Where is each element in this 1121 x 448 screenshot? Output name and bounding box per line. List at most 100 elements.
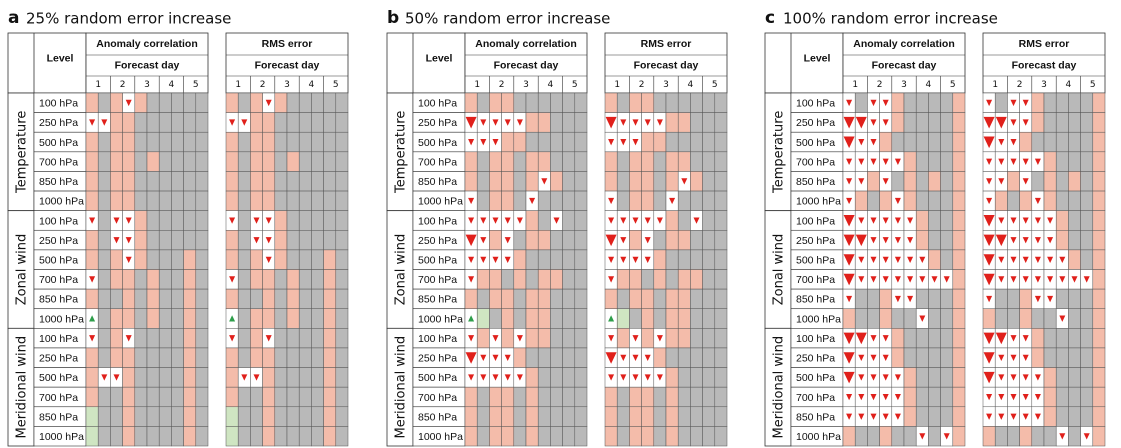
score-cell <box>1092 308 1106 329</box>
decrease-marker <box>1022 276 1029 283</box>
score-cell <box>298 406 312 427</box>
level-label: 100 hPa <box>796 215 835 227</box>
score-cell <box>702 92 716 113</box>
level-label: 850 hPa <box>418 294 457 306</box>
score-cell <box>1092 269 1106 290</box>
day-label: 3 <box>1041 80 1047 90</box>
score-cell <box>134 151 148 172</box>
score-cell <box>489 288 502 309</box>
score-cell <box>134 288 148 309</box>
score-cell <box>195 308 209 329</box>
score-cell <box>250 269 263 290</box>
score-cell <box>629 171 642 192</box>
score-cell <box>171 171 184 192</box>
score-cell <box>286 367 300 388</box>
level-label: 1000 hPa <box>796 313 841 325</box>
score-cell <box>1055 328 1069 349</box>
score-cell <box>1092 367 1106 388</box>
score-cell <box>323 92 337 113</box>
increase-marker <box>89 315 96 322</box>
score-cell <box>274 131 288 153</box>
score-cell <box>298 328 312 349</box>
score-cell <box>537 308 551 329</box>
score-cell <box>171 308 184 329</box>
score-cell <box>110 328 123 349</box>
decrease-marker <box>1022 413 1029 420</box>
score-cell <box>97 308 111 329</box>
score-cell <box>641 131 655 153</box>
score-cell <box>311 131 324 153</box>
score-cell <box>891 347 905 368</box>
score-cell <box>665 406 679 427</box>
score-cell <box>702 230 716 251</box>
score-cell <box>171 347 184 368</box>
score-cell <box>842 426 856 447</box>
score-cell <box>311 230 324 251</box>
decrease-marker <box>894 197 901 205</box>
score-cell <box>653 249 667 270</box>
score-cell <box>262 151 276 172</box>
score-cell <box>525 386 539 408</box>
decrease-marker <box>846 99 853 107</box>
day-label: 1 <box>235 80 241 90</box>
score-cell <box>335 328 349 349</box>
score-cell <box>574 210 588 231</box>
score-cell <box>171 406 184 427</box>
score-cell <box>476 92 490 113</box>
score-cell <box>940 308 954 329</box>
score-cell <box>690 131 703 153</box>
level-label: 250 hPa <box>39 235 78 247</box>
score-cell <box>629 230 642 251</box>
day-label: 4 <box>169 80 175 90</box>
score-cell <box>1007 288 1020 309</box>
score-cell <box>653 269 667 290</box>
decrease-marker <box>882 119 889 126</box>
decrease-marker <box>492 256 499 263</box>
score-cell <box>513 131 527 153</box>
score-cell <box>940 367 954 388</box>
score-cell <box>525 308 539 329</box>
score-cell <box>85 230 99 251</box>
score-cell <box>110 92 123 113</box>
decrease-marker <box>1047 237 1054 244</box>
score-cell <box>158 112 172 133</box>
level-label: 250 hPa <box>796 235 835 247</box>
level-label: 1000 hPa <box>418 313 463 325</box>
score-cell <box>525 230 539 251</box>
decrease-marker <box>870 119 877 126</box>
score-cell <box>158 131 172 153</box>
score-cell <box>952 210 966 231</box>
score-cell <box>928 367 941 388</box>
block-header: RMS error <box>641 38 692 50</box>
score-cell <box>702 426 716 447</box>
score-cell <box>183 92 197 113</box>
score-cell <box>464 288 478 309</box>
group-label: Temperature <box>394 111 409 194</box>
score-cell <box>714 406 728 427</box>
score-cell <box>85 151 99 172</box>
score-cell <box>665 249 679 270</box>
decrease-marker <box>632 217 639 224</box>
score-cell <box>225 249 239 270</box>
decrease-marker <box>681 178 688 185</box>
decrease-marker <box>468 197 475 205</box>
score-cell <box>1092 190 1106 211</box>
score-cell <box>501 92 515 113</box>
score-cell <box>1019 308 1033 329</box>
score-cell <box>171 112 184 133</box>
score-cell <box>158 210 172 231</box>
score-cell <box>146 92 160 113</box>
score-cell <box>311 288 324 309</box>
decrease-marker <box>1010 335 1017 342</box>
score-cell <box>225 92 239 113</box>
decrease-marker <box>882 178 889 185</box>
score-cell <box>237 92 251 113</box>
decrease-marker <box>480 237 487 244</box>
score-cell <box>714 210 728 231</box>
decrease-marker <box>983 352 995 364</box>
score-cell <box>629 151 642 172</box>
score-cell <box>158 171 172 192</box>
score-cell <box>195 406 209 427</box>
score-cell <box>110 347 123 368</box>
score-cell <box>146 190 160 211</box>
